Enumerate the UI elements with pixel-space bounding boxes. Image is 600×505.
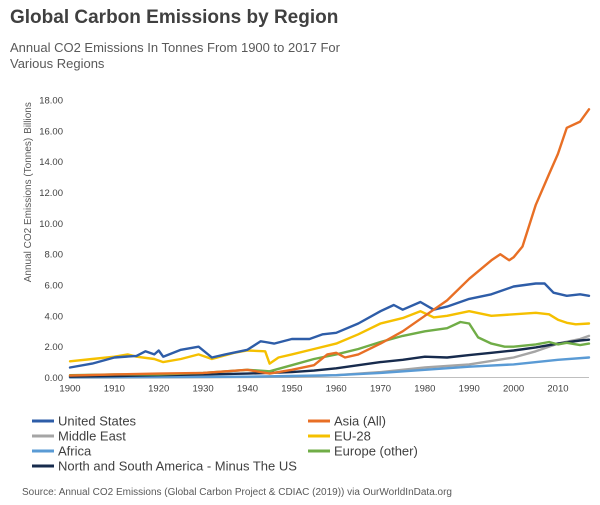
legend: United States Asia (All) Middle East EU-28 A…: [32, 414, 418, 474]
x-tick-label: 1960: [326, 384, 347, 395]
legend-item-middle-east[interactable]: Middle East: [32, 429, 126, 444]
series-lines: [68, 108, 591, 379]
x-tick-label: 1970: [370, 384, 391, 395]
y-tick-label: 6.00: [45, 281, 64, 292]
x-tick-label: 1980: [414, 384, 435, 395]
x-tick-label: 2000: [503, 384, 524, 395]
legend-item-eu-28[interactable]: EU-28: [308, 429, 371, 444]
legend-label: Asia (All): [334, 414, 386, 429]
series-line-north-and-south-america-minus-the-us: [68, 338, 591, 378]
x-tick-label: 1920: [148, 384, 169, 395]
y-tick-label: 0.00: [45, 373, 64, 384]
y-tick-label: 8.00: [45, 250, 64, 261]
legend-item-asia-all[interactable]: Asia (All): [308, 414, 386, 429]
series-line-eu-28: [68, 310, 591, 365]
x-tick-label: 1990: [459, 384, 480, 395]
y-tick-label: 4.00: [45, 311, 64, 322]
legend-label: Africa: [58, 444, 92, 459]
series-line-africa: [68, 356, 591, 379]
y-tick-label: 16.00: [39, 126, 63, 137]
source-note: Source: Annual CO2 Emissions (Global Car…: [22, 487, 452, 498]
x-tick-label: 2010: [547, 384, 568, 395]
chart-subtitle: Annual CO2 Emissions In Tonnes From 1900…: [10, 40, 340, 71]
y-tick-labels: 0.00 2.00 4.00 6.00 8.00 10.00 12.00 14.00 16.00…: [39, 96, 63, 385]
y-tick-label: 12.00: [39, 188, 63, 199]
legend-label: EU-28: [334, 429, 371, 444]
legend-item-united-states[interactable]: United States: [32, 414, 137, 429]
legend-item-north-and-south-america-minus-the-us[interactable]: North and South America - Minus The US: [32, 459, 297, 474]
y-tick-label: 10.00: [39, 219, 63, 230]
legend-label: Middle East: [58, 429, 126, 444]
legend-label: North and South America - Minus The US: [58, 459, 297, 474]
series-line-asia-all: [68, 108, 591, 377]
y-tick-label: 18.00: [39, 96, 63, 107]
x-tick-label: 1900: [59, 384, 80, 395]
series-line-united-states: [68, 282, 591, 369]
y-tick-label: 2.00: [45, 342, 64, 353]
x-tick-label: 1940: [237, 384, 258, 395]
legend-label: United States: [58, 414, 137, 429]
series-line-europe-other: [68, 320, 591, 377]
y-axis-title: Annual CO2 Emissions (Tonnes): [23, 138, 34, 283]
chart-canvas: 0.00 2.00 4.00 6.00 8.00 10.00 12.00 14.00 16.00…: [23, 96, 591, 474]
y-tick-label: 14.00: [39, 157, 63, 168]
y-unit-label: Billions: [23, 102, 34, 134]
x-tick-label: 1950: [281, 384, 302, 395]
chart-title: Global Carbon Emissions by Region: [10, 7, 339, 28]
legend-item-africa[interactable]: Africa: [32, 444, 92, 459]
x-tick-label: 1910: [104, 384, 125, 395]
legend-label: Europe (other): [334, 444, 418, 459]
x-tick-label: 1930: [193, 384, 214, 395]
legend-item-europe-other[interactable]: Europe (other): [308, 444, 418, 459]
x-tick-labels: 1900 1910 1920 1930 1940 1950 1960 1970 1980 1990…: [59, 384, 568, 395]
